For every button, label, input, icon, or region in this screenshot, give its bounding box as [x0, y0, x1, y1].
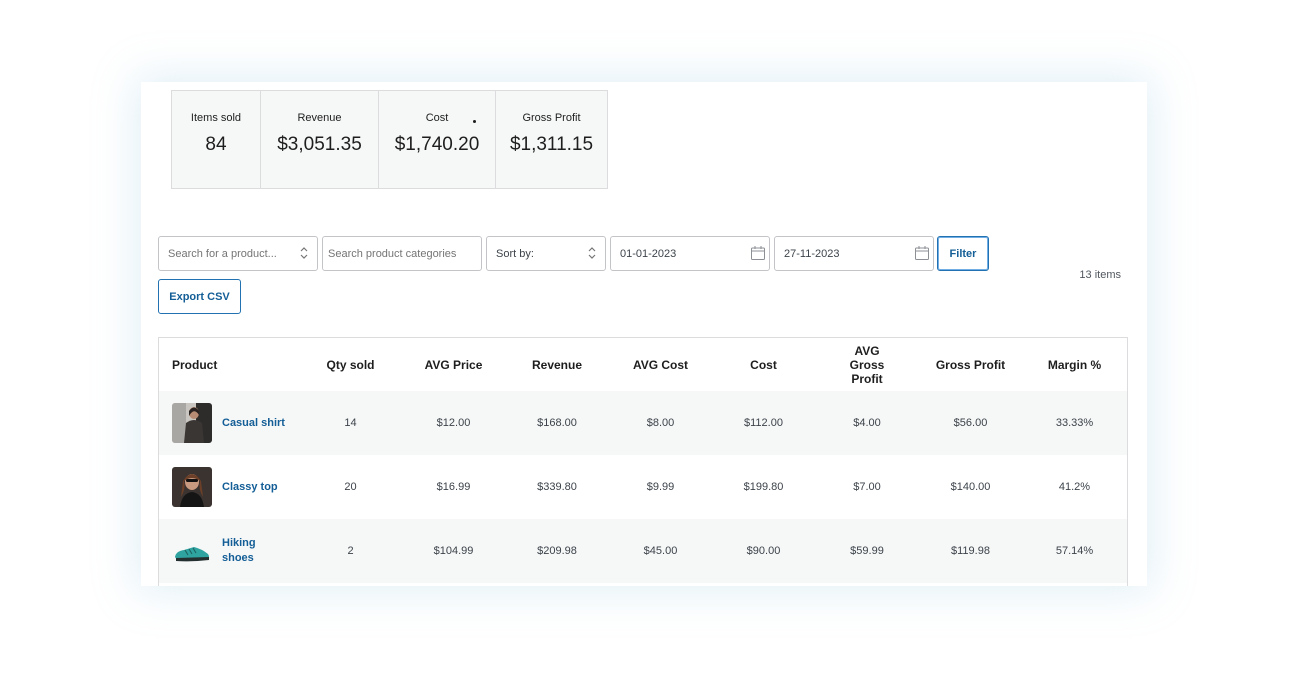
stat-label: Revenue: [297, 112, 342, 124]
product-search-placeholder: Search for a product...: [168, 247, 277, 260]
col-avg-price[interactable]: AVG Price: [424, 357, 483, 372]
qty-cell: 14: [299, 391, 402, 455]
category-search-input[interactable]: Search product categories: [322, 236, 482, 271]
stat-revenue: Revenue $3,051.35: [261, 91, 379, 188]
col-margin[interactable]: Margin %: [1047, 357, 1102, 372]
sort-by-select[interactable]: Sort by:: [486, 236, 606, 271]
date-from-value: 01-01-2023: [620, 247, 677, 260]
avg-gross-profit-cell: $4.00: [815, 391, 919, 455]
stat-cost: Cost $1,740.20: [379, 91, 496, 188]
col-product[interactable]: Product: [172, 357, 218, 372]
filter-button[interactable]: Filter: [937, 236, 989, 271]
select-arrows-icon: [300, 247, 308, 259]
col-gross-profit[interactable]: Gross Profit: [935, 357, 1006, 372]
date-from-input[interactable]: 01-01-2023: [610, 236, 770, 271]
sort-by-label: Sort by:: [496, 247, 534, 260]
avg-gross-profit-cell: $7.00: [853, 481, 881, 493]
product-thumbnail[interactable]: [172, 531, 212, 571]
gross-profit-cell: $119.98: [919, 519, 1022, 583]
stat-gross-profit: Gross Profit $1,311.15: [496, 91, 607, 188]
product-link[interactable]: Hiking shoes: [222, 537, 256, 564]
stat-value: 84: [205, 134, 227, 155]
col-revenue[interactable]: Revenue: [531, 357, 583, 372]
product-cell: Casual shirt: [159, 391, 299, 455]
stat-value: $1,740.20: [394, 134, 480, 155]
stat-label: Items sold: [190, 112, 242, 124]
cost-cell: $112.00: [712, 391, 815, 455]
avg-price-cell: $16.99: [436, 481, 471, 493]
qty-cell: 20: [344, 481, 357, 493]
product-cell: Classy top: [159, 455, 299, 519]
margin-cell: 41.2%: [1058, 481, 1091, 493]
avg-price-cell: $12.00: [402, 391, 505, 455]
date-to-input[interactable]: 27-11-2023: [774, 236, 934, 271]
product-link[interactable]: Classy top: [222, 480, 278, 493]
revenue-cell: $209.98: [505, 519, 609, 583]
export-csv-button[interactable]: Export CSV: [158, 279, 241, 314]
col-avg-cost[interactable]: AVG Cost: [632, 357, 689, 372]
stat-value: $3,051.35: [277, 134, 362, 155]
cost-cell: $90.00: [712, 519, 815, 583]
col-qty-sold[interactable]: Qty sold: [326, 357, 375, 372]
category-search-placeholder: Search product categories: [328, 247, 457, 260]
avg-cost-cell: $9.99: [646, 481, 675, 493]
product-search-select[interactable]: Search for a product...: [158, 236, 318, 271]
calendar-icon[interactable]: [914, 245, 930, 261]
cost-cell: $199.80: [743, 481, 784, 493]
stat-label: Cost: [425, 112, 449, 124]
table-row: Casual shirt 14 $12.00 $168.00 $8.00 $11…: [159, 391, 1127, 455]
revenue-cell: $339.80: [537, 481, 577, 493]
table-header-row: Product Qty sold AVG Price Revenue AVG C…: [159, 338, 1127, 391]
table-row: Hiking shoes 2 $104.99 $209.98 $45.00 $9…: [159, 519, 1127, 583]
margin-cell: 33.33%: [1022, 391, 1127, 455]
product-link[interactable]: Casual shirt: [222, 416, 285, 429]
gross-profit-cell: $56.00: [919, 391, 1022, 455]
summary-stats: Items sold 84 Revenue $3,051.35 Cost $1,…: [171, 90, 608, 189]
col-avg-gross-profit[interactable]: AVG Gross Profit: [849, 343, 885, 386]
col-cost[interactable]: Cost: [750, 357, 777, 372]
calendar-icon[interactable]: [750, 245, 766, 261]
stat-items-sold: Items sold 84: [172, 91, 261, 188]
stat-label: Gross Profit: [522, 112, 581, 124]
product-cell: Hiking shoes: [159, 519, 299, 583]
product-thumbnail[interactable]: [172, 467, 212, 507]
avg-cost-cell: $8.00: [609, 391, 712, 455]
report-card: Items sold 84 Revenue $3,051.35 Cost $1,…: [141, 82, 1147, 586]
table-row: Classy top 20 $16.99 $339.80 $9.99 $199.…: [159, 455, 1127, 519]
qty-cell: 2: [299, 519, 402, 583]
select-arrows-icon: [588, 247, 596, 259]
stat-value: $1,311.15: [509, 134, 594, 155]
avg-gross-profit-cell: $59.99: [815, 519, 919, 583]
items-count: 13 items: [1079, 269, 1121, 281]
product-thumbnail[interactable]: [172, 403, 212, 443]
table-row: [159, 583, 1127, 586]
report-table: Product Qty sold AVG Price Revenue AVG C…: [158, 337, 1128, 586]
margin-cell: 57.14%: [1022, 519, 1127, 583]
date-to-value: 27-11-2023: [784, 247, 840, 260]
gross-profit-cell: $140.00: [950, 481, 991, 493]
avg-price-cell: $104.99: [402, 519, 505, 583]
info-dot-icon: [473, 120, 476, 123]
revenue-cell: $168.00: [505, 391, 609, 455]
avg-cost-cell: $45.00: [609, 519, 712, 583]
